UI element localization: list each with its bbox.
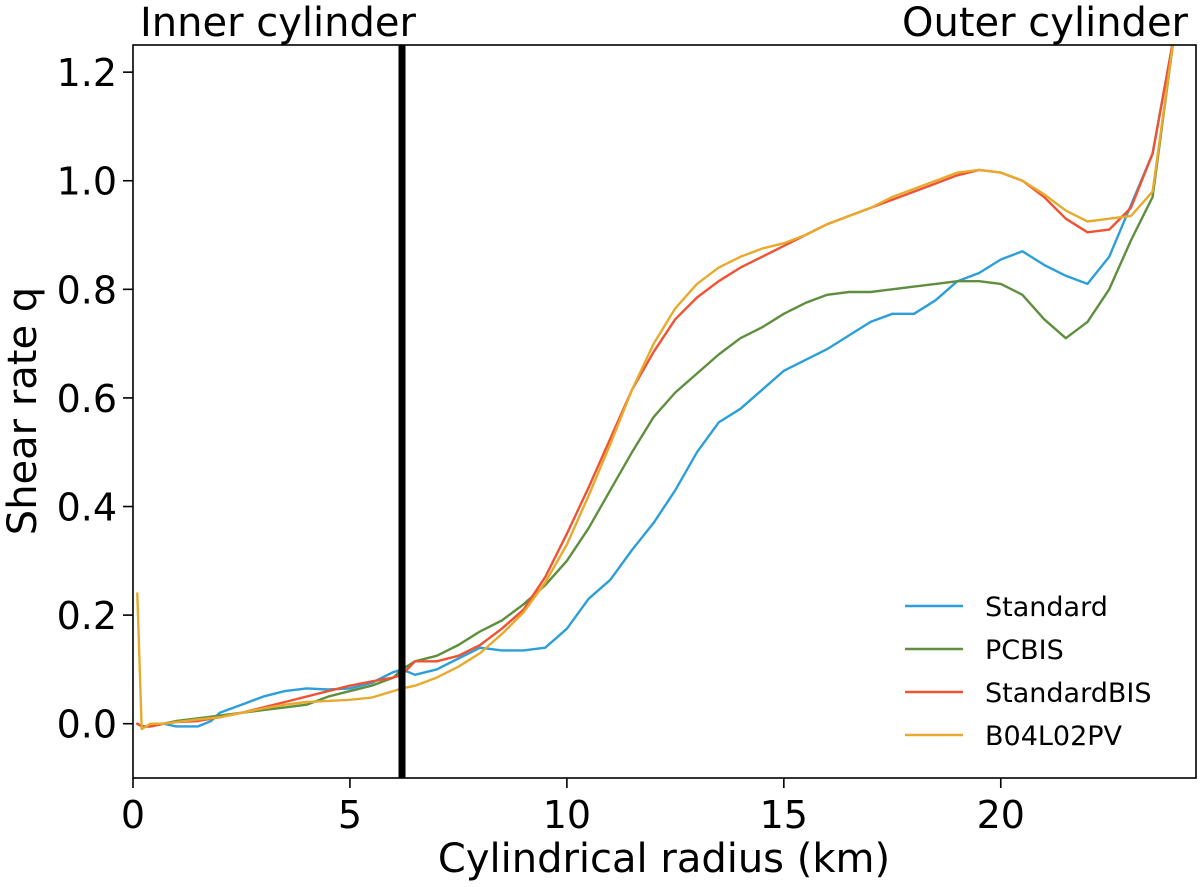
inner-cylinder-annotation: Inner cylinder	[140, 0, 417, 46]
y-tick-label: 1.0	[57, 160, 117, 204]
x-axis-ticks: 0 5 10 15 20	[121, 778, 1025, 837]
x-tick-label: 15	[760, 793, 808, 837]
x-axis-label: Cylindrical radius (km)	[438, 836, 890, 882]
x-tick-label: 20	[977, 793, 1025, 837]
series-lines	[136, 45, 1175, 731]
x-tick-label: 0	[121, 793, 145, 837]
outer-cylinder-annotation: Outer cylinder	[902, 0, 1189, 46]
y-tick-label: 1.2	[57, 51, 117, 95]
legend-label-standardbis: StandardBIS	[985, 678, 1151, 709]
series-line-standard	[136, 45, 1174, 728]
x-tick-label: 10	[543, 793, 591, 837]
y-tick-label: 0.2	[57, 594, 117, 638]
legend: Standard PCBIS StandardBIS B04L02PV	[905, 592, 1151, 752]
y-tick-label: 0.6	[57, 377, 117, 421]
y-tick-label: 0.0	[57, 703, 117, 747]
y-axis-label: Shear rate q	[0, 287, 46, 535]
x-tick-label: 5	[338, 793, 362, 837]
y-tick-label: 0.8	[57, 268, 117, 312]
y-axis-ticks: 0.0 0.2 0.4 0.6 0.8 1.0 1.2	[57, 51, 133, 747]
y-tick-label: 0.4	[57, 486, 117, 530]
plot-frame	[132, 44, 1197, 779]
series-line-pcbis	[136, 45, 1175, 728]
legend-label-standard: Standard	[985, 592, 1108, 623]
legend-label-pcbis: PCBIS	[985, 635, 1064, 666]
series-line-b04l02pv	[136, 45, 1175, 731]
legend-label-b04l02pv: B04L02PV	[985, 721, 1123, 752]
